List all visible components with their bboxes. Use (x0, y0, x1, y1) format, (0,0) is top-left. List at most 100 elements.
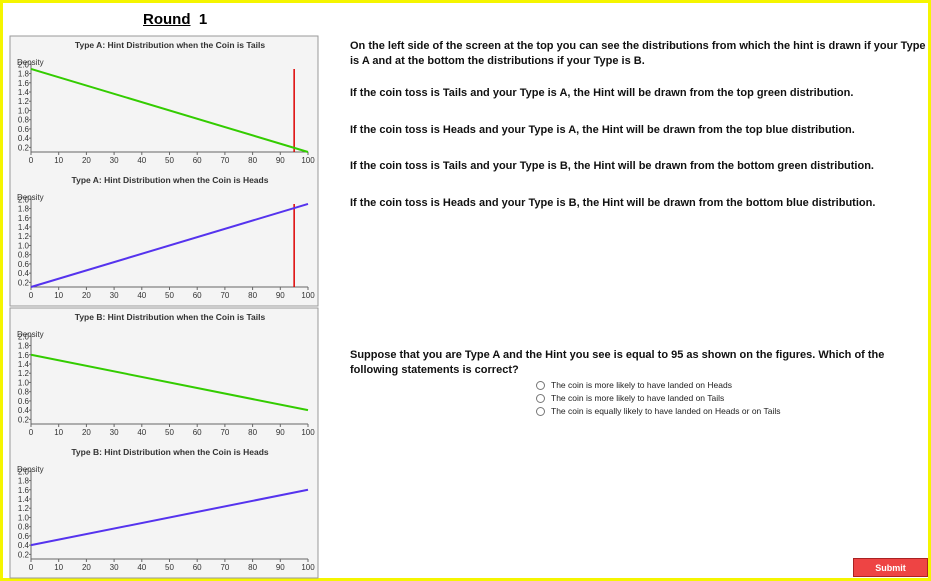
x-tick-label: 100 (301, 428, 315, 437)
x-tick-label: 0 (29, 563, 34, 572)
x-tick-label: 30 (110, 563, 119, 572)
y-tick-label: 0.4 (18, 406, 30, 415)
y-tick-label: 1.4 (18, 223, 30, 232)
x-tick-label: 0 (29, 156, 34, 165)
y-tick-label: 0.4 (18, 134, 30, 143)
radio-button[interactable] (536, 406, 545, 416)
x-tick-label: 40 (137, 428, 146, 437)
y-tick-label: 0.2 (18, 278, 30, 287)
y-axis-label: Density (17, 58, 44, 67)
x-tick-label: 50 (165, 291, 174, 300)
x-tick-label: 20 (82, 563, 91, 572)
x-tick-label: 90 (276, 563, 285, 572)
y-tick-label: 0.2 (18, 550, 30, 559)
x-tick-label: 30 (110, 428, 119, 437)
x-tick-label: 100 (301, 156, 315, 165)
y-axis-label: Density (17, 193, 44, 202)
y-tick-label: 1.0 (18, 513, 30, 522)
x-tick-label: 50 (165, 563, 174, 572)
series-line (30, 67, 309, 153)
option-label: The coin is more likely to have landed o… (551, 380, 732, 390)
x-tick-label: 100 (301, 291, 315, 300)
x-tick-label: 40 (137, 156, 146, 165)
chart-title: Type B: Hint Distribution when the Coin … (75, 312, 266, 322)
x-tick-label: 60 (193, 428, 202, 437)
chart-title: Type A: Hint Distribution when the Coin … (72, 175, 269, 185)
y-tick-label: 2.0 (18, 467, 30, 476)
y-tick-label: 1.4 (18, 495, 30, 504)
x-tick-label: 20 (82, 428, 91, 437)
y-tick-label: 2.0 (18, 195, 30, 204)
x-tick-label: 60 (193, 291, 202, 300)
y-tick-label: 0.2 (18, 143, 30, 152)
instruction: On the left side of the screen at the to… (350, 40, 926, 67)
y-tick-label: 1.2 (18, 232, 30, 241)
y-tick-label: 0.8 (18, 523, 30, 532)
y-tick-label: 2.0 (18, 60, 30, 69)
x-tick-label: 80 (248, 428, 257, 437)
radio-button[interactable] (536, 393, 545, 403)
round-number: 1 (198, 11, 208, 28)
chart-box (9, 307, 319, 579)
y-tick-label: 1.8 (18, 70, 30, 79)
y-tick-label: 1.0 (18, 241, 30, 250)
x-tick-label: 20 (82, 156, 91, 165)
x-tick-label: 70 (220, 291, 229, 300)
x-tick-label: 100 (301, 563, 315, 572)
instruction: If the coin toss is Tails and your Type … (350, 160, 874, 172)
series-line (30, 353, 309, 412)
y-tick-label: 1.4 (18, 360, 30, 369)
series-line (30, 202, 309, 288)
x-tick-label: 30 (110, 156, 119, 165)
y-tick-label: 0.8 (18, 116, 30, 125)
instruction: If the coin toss is Heads and your Type … (350, 124, 855, 136)
x-tick-label: 40 (137, 563, 146, 572)
y-tick-label: 0.8 (18, 388, 30, 397)
round-label: Round (143, 11, 191, 28)
option[interactable]: The coin is equally likely to have lande… (536, 406, 780, 416)
x-tick-label: 10 (54, 428, 63, 437)
submit-button[interactable]: Submit (853, 558, 928, 577)
y-tick-label: 1.6 (18, 486, 30, 495)
y-tick-label: 0.6 (18, 532, 30, 541)
y-axis-label: Density (17, 330, 44, 339)
x-tick-label: 60 (193, 156, 202, 165)
x-tick-label: 70 (220, 428, 229, 437)
instruction: If the coin toss is Tails and your Type … (350, 87, 854, 99)
y-tick-label: 1.8 (18, 205, 30, 214)
option-label: The coin is equally likely to have lande… (551, 406, 781, 416)
y-tick-label: 1.6 (18, 214, 30, 223)
y-tick-label: 0.4 (18, 269, 30, 278)
x-tick-label: 20 (82, 291, 91, 300)
y-tick-label: 0.6 (18, 125, 30, 134)
x-tick-label: 50 (165, 156, 174, 165)
option-label: The coin is more likely to have landed o… (551, 393, 725, 403)
y-tick-label: 0.2 (18, 415, 30, 424)
x-tick-label: 40 (137, 291, 146, 300)
radio-button[interactable] (536, 380, 545, 390)
y-tick-label: 0.8 (18, 251, 30, 260)
y-tick-label: 1.0 (18, 378, 30, 387)
x-tick-label: 10 (54, 291, 63, 300)
x-tick-label: 90 (276, 428, 285, 437)
x-tick-label: 90 (276, 291, 285, 300)
option[interactable]: The coin is more likely to have landed o… (536, 393, 724, 403)
charts-panel: Type A: Hint Distribution when the Coin … (9, 35, 319, 579)
option[interactable]: The coin is more likely to have landed o… (536, 380, 732, 390)
x-tick-label: 10 (54, 156, 63, 165)
x-tick-label: 0 (29, 428, 34, 437)
question: Suppose that you are Type A and the Hint… (350, 349, 885, 376)
x-tick-label: 60 (193, 563, 202, 572)
y-tick-label: 1.2 (18, 97, 30, 106)
y-tick-label: 2.0 (18, 332, 30, 341)
x-tick-label: 90 (276, 156, 285, 165)
x-tick-label: 80 (248, 156, 257, 165)
round-header: Round 1 (143, 11, 207, 28)
y-axis-label: Density (17, 465, 44, 474)
y-tick-label: 0.6 (18, 260, 30, 269)
y-tick-label: 1.0 (18, 106, 30, 115)
series-line (30, 488, 309, 547)
x-tick-label: 70 (220, 563, 229, 572)
x-tick-label: 50 (165, 428, 174, 437)
